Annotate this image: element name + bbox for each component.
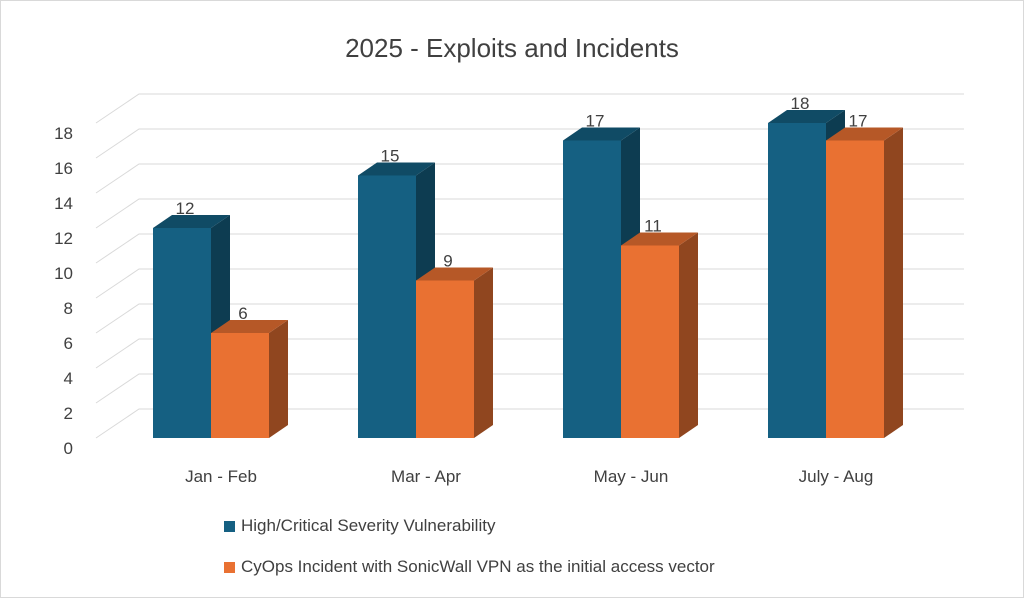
x-tick-label: Mar - Apr <box>391 467 461 486</box>
bar-top <box>358 162 435 176</box>
x-tick-label: May - Jun <box>594 467 669 486</box>
y-tick-label: 10 <box>54 264 73 283</box>
gridline <box>95 128 964 159</box>
data-label: 11 <box>644 217 662 236</box>
y-tick-label: 8 <box>64 299 73 318</box>
y-tick-label: 6 <box>64 334 73 353</box>
bar <box>563 140 621 438</box>
bar-top <box>826 127 903 141</box>
legend-item-vulnerability: High/Critical Severity Vulnerability <box>224 516 495 536</box>
y-tick-label: 14 <box>54 194 73 213</box>
y-tick-label: 16 <box>54 159 73 178</box>
legend-item-incident: CyOps Incident with SonicWall VPN as the… <box>224 557 715 577</box>
data-label: 17 <box>849 112 868 131</box>
data-label: 18 <box>791 94 810 113</box>
bar <box>358 175 416 438</box>
bar <box>621 245 679 438</box>
data-label: 17 <box>586 112 605 131</box>
y-tick-label: 2 <box>64 404 73 423</box>
data-label: 6 <box>238 304 247 323</box>
x-tick-label: Jan - Feb <box>185 467 257 486</box>
bar-top <box>563 127 640 141</box>
bar-side <box>884 127 903 438</box>
gridline <box>95 93 964 124</box>
bar-top <box>416 267 493 281</box>
bar <box>153 228 211 438</box>
bar-side <box>269 320 288 438</box>
chart-title: 2025 - Exploits and Incidents <box>345 33 679 63</box>
bar-top <box>768 110 845 123</box>
bar <box>826 140 884 438</box>
bar-top <box>153 215 230 228</box>
y-tick-label: 18 <box>54 124 73 143</box>
data-label: 9 <box>443 252 452 271</box>
y-tick-label: 12 <box>54 229 73 248</box>
bar-top <box>211 320 288 333</box>
legend-swatch <box>224 520 235 532</box>
y-tick-label: 4 <box>64 369 73 388</box>
y-tick-label: 0 <box>64 439 73 458</box>
data-label: 15 <box>381 147 400 166</box>
bar-side <box>474 267 493 438</box>
bar <box>768 123 826 438</box>
bar <box>211 333 269 438</box>
bar <box>416 280 474 438</box>
legend-label: CyOps Incident with SonicWall VPN as the… <box>241 557 715 576</box>
x-tick-label: July - Aug <box>799 467 874 486</box>
gridline <box>95 163 964 194</box>
bar-top <box>621 232 698 246</box>
legend-label: High/Critical Severity Vulnerability <box>241 516 496 535</box>
bar-side <box>679 232 698 438</box>
legend-swatch <box>224 561 235 573</box>
data-label: 12 <box>176 199 195 218</box>
gridline <box>95 198 964 229</box>
